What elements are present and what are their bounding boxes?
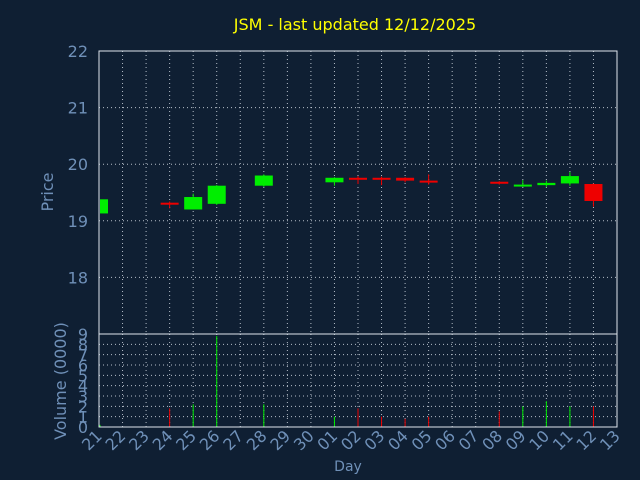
candle (254, 174, 273, 187)
candle (560, 172, 579, 186)
candle-body (396, 177, 415, 181)
candle (98, 198, 108, 214)
price-panel: 18 19 20 21 22 (68, 42, 618, 335)
candle-body (490, 181, 509, 184)
candle (584, 183, 603, 207)
candle-body (254, 175, 273, 186)
price-tick-label: 22 (68, 42, 88, 61)
volume-tick-label: 3 (78, 387, 88, 406)
volume-tick-label: 1 (78, 408, 88, 427)
candle-body (560, 176, 579, 184)
candle-body (100, 199, 108, 214)
candle-body (372, 177, 391, 180)
price-tick-label: 21 (68, 99, 88, 118)
volume-tick-label: 0 (78, 418, 88, 437)
price-tick-label: 18 (68, 268, 88, 287)
price-tick-label: 19 (68, 212, 88, 231)
candle (372, 176, 391, 186)
volume-tick-label: 5 (78, 366, 88, 385)
candle (537, 180, 556, 187)
price-axis-label: Price (38, 172, 57, 211)
volume-tick-label: 2 (78, 397, 88, 416)
candle (419, 174, 438, 185)
candle (396, 177, 415, 183)
candle-body (349, 177, 367, 180)
candle-body (184, 197, 203, 210)
volume-panel: 0123456789212223242526272829300102030405… (78, 325, 624, 454)
candle (184, 193, 203, 210)
candle (513, 180, 532, 187)
candle (325, 177, 344, 186)
candle-body (160, 202, 179, 205)
volume-tick-label: 7 (78, 346, 88, 365)
volume-tick-label: 8 (78, 335, 88, 354)
chart-title: JSM - last updated 12/12/2025 (233, 15, 476, 34)
candle-body (419, 180, 438, 183)
candle (349, 176, 367, 185)
candle (207, 185, 226, 205)
x-axis-label: Day (334, 459, 362, 475)
price-tick-label: 20 (68, 155, 88, 174)
volume-tick-label: 9 (78, 325, 88, 344)
volume-tick-label: 4 (78, 377, 88, 396)
x-tick-label: 13 (596, 426, 624, 454)
candle-body (537, 182, 556, 186)
candle (160, 201, 179, 209)
candle (490, 181, 509, 185)
volume-tick-label: 6 (78, 356, 88, 375)
volume-frame (98, 333, 618, 428)
candle-body (513, 184, 532, 187)
candle-body (207, 185, 226, 204)
candle-body (325, 177, 344, 183)
volume-axis-label: Volume (0000) (51, 322, 70, 440)
candle-body (584, 184, 603, 201)
